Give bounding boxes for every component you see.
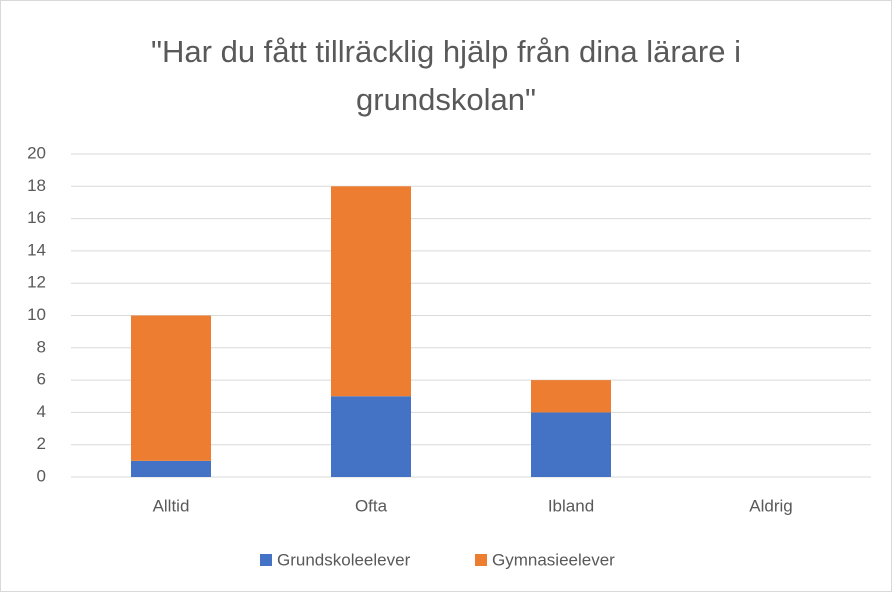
bar	[131, 460, 211, 477]
x-tick-label: Ibland	[548, 496, 594, 515]
y-tick-label: 12	[27, 273, 46, 292]
chart-title: "Har du fått tillräcklig hjälp från dina…	[151, 34, 741, 117]
y-tick-label: 14	[27, 240, 46, 259]
bar	[531, 380, 611, 413]
y-tick-label: 2	[37, 434, 46, 453]
y-tick-label: 0	[37, 466, 46, 485]
bar	[331, 396, 411, 477]
bar	[531, 412, 611, 477]
y-tick-label: 20	[27, 143, 46, 162]
y-tick-label: 16	[27, 208, 46, 227]
x-tick-label: Alltid	[153, 496, 190, 515]
y-tick-label: 6	[37, 370, 46, 389]
legend-swatch	[260, 554, 272, 566]
x-tick-label: Aldrig	[749, 496, 792, 515]
legend-label: Grundskoleelever	[277, 550, 411, 569]
bar	[331, 186, 411, 397]
x-tick-label: Ofta	[355, 496, 388, 515]
y-tick-label: 10	[27, 305, 46, 324]
bar	[131, 315, 211, 461]
y-tick-label: 18	[27, 176, 46, 195]
legend-label: Gymnasieelever	[492, 550, 615, 569]
y-tick-label: 4	[37, 402, 46, 421]
legend-swatch	[475, 554, 487, 566]
y-tick-label: 8	[37, 337, 46, 356]
